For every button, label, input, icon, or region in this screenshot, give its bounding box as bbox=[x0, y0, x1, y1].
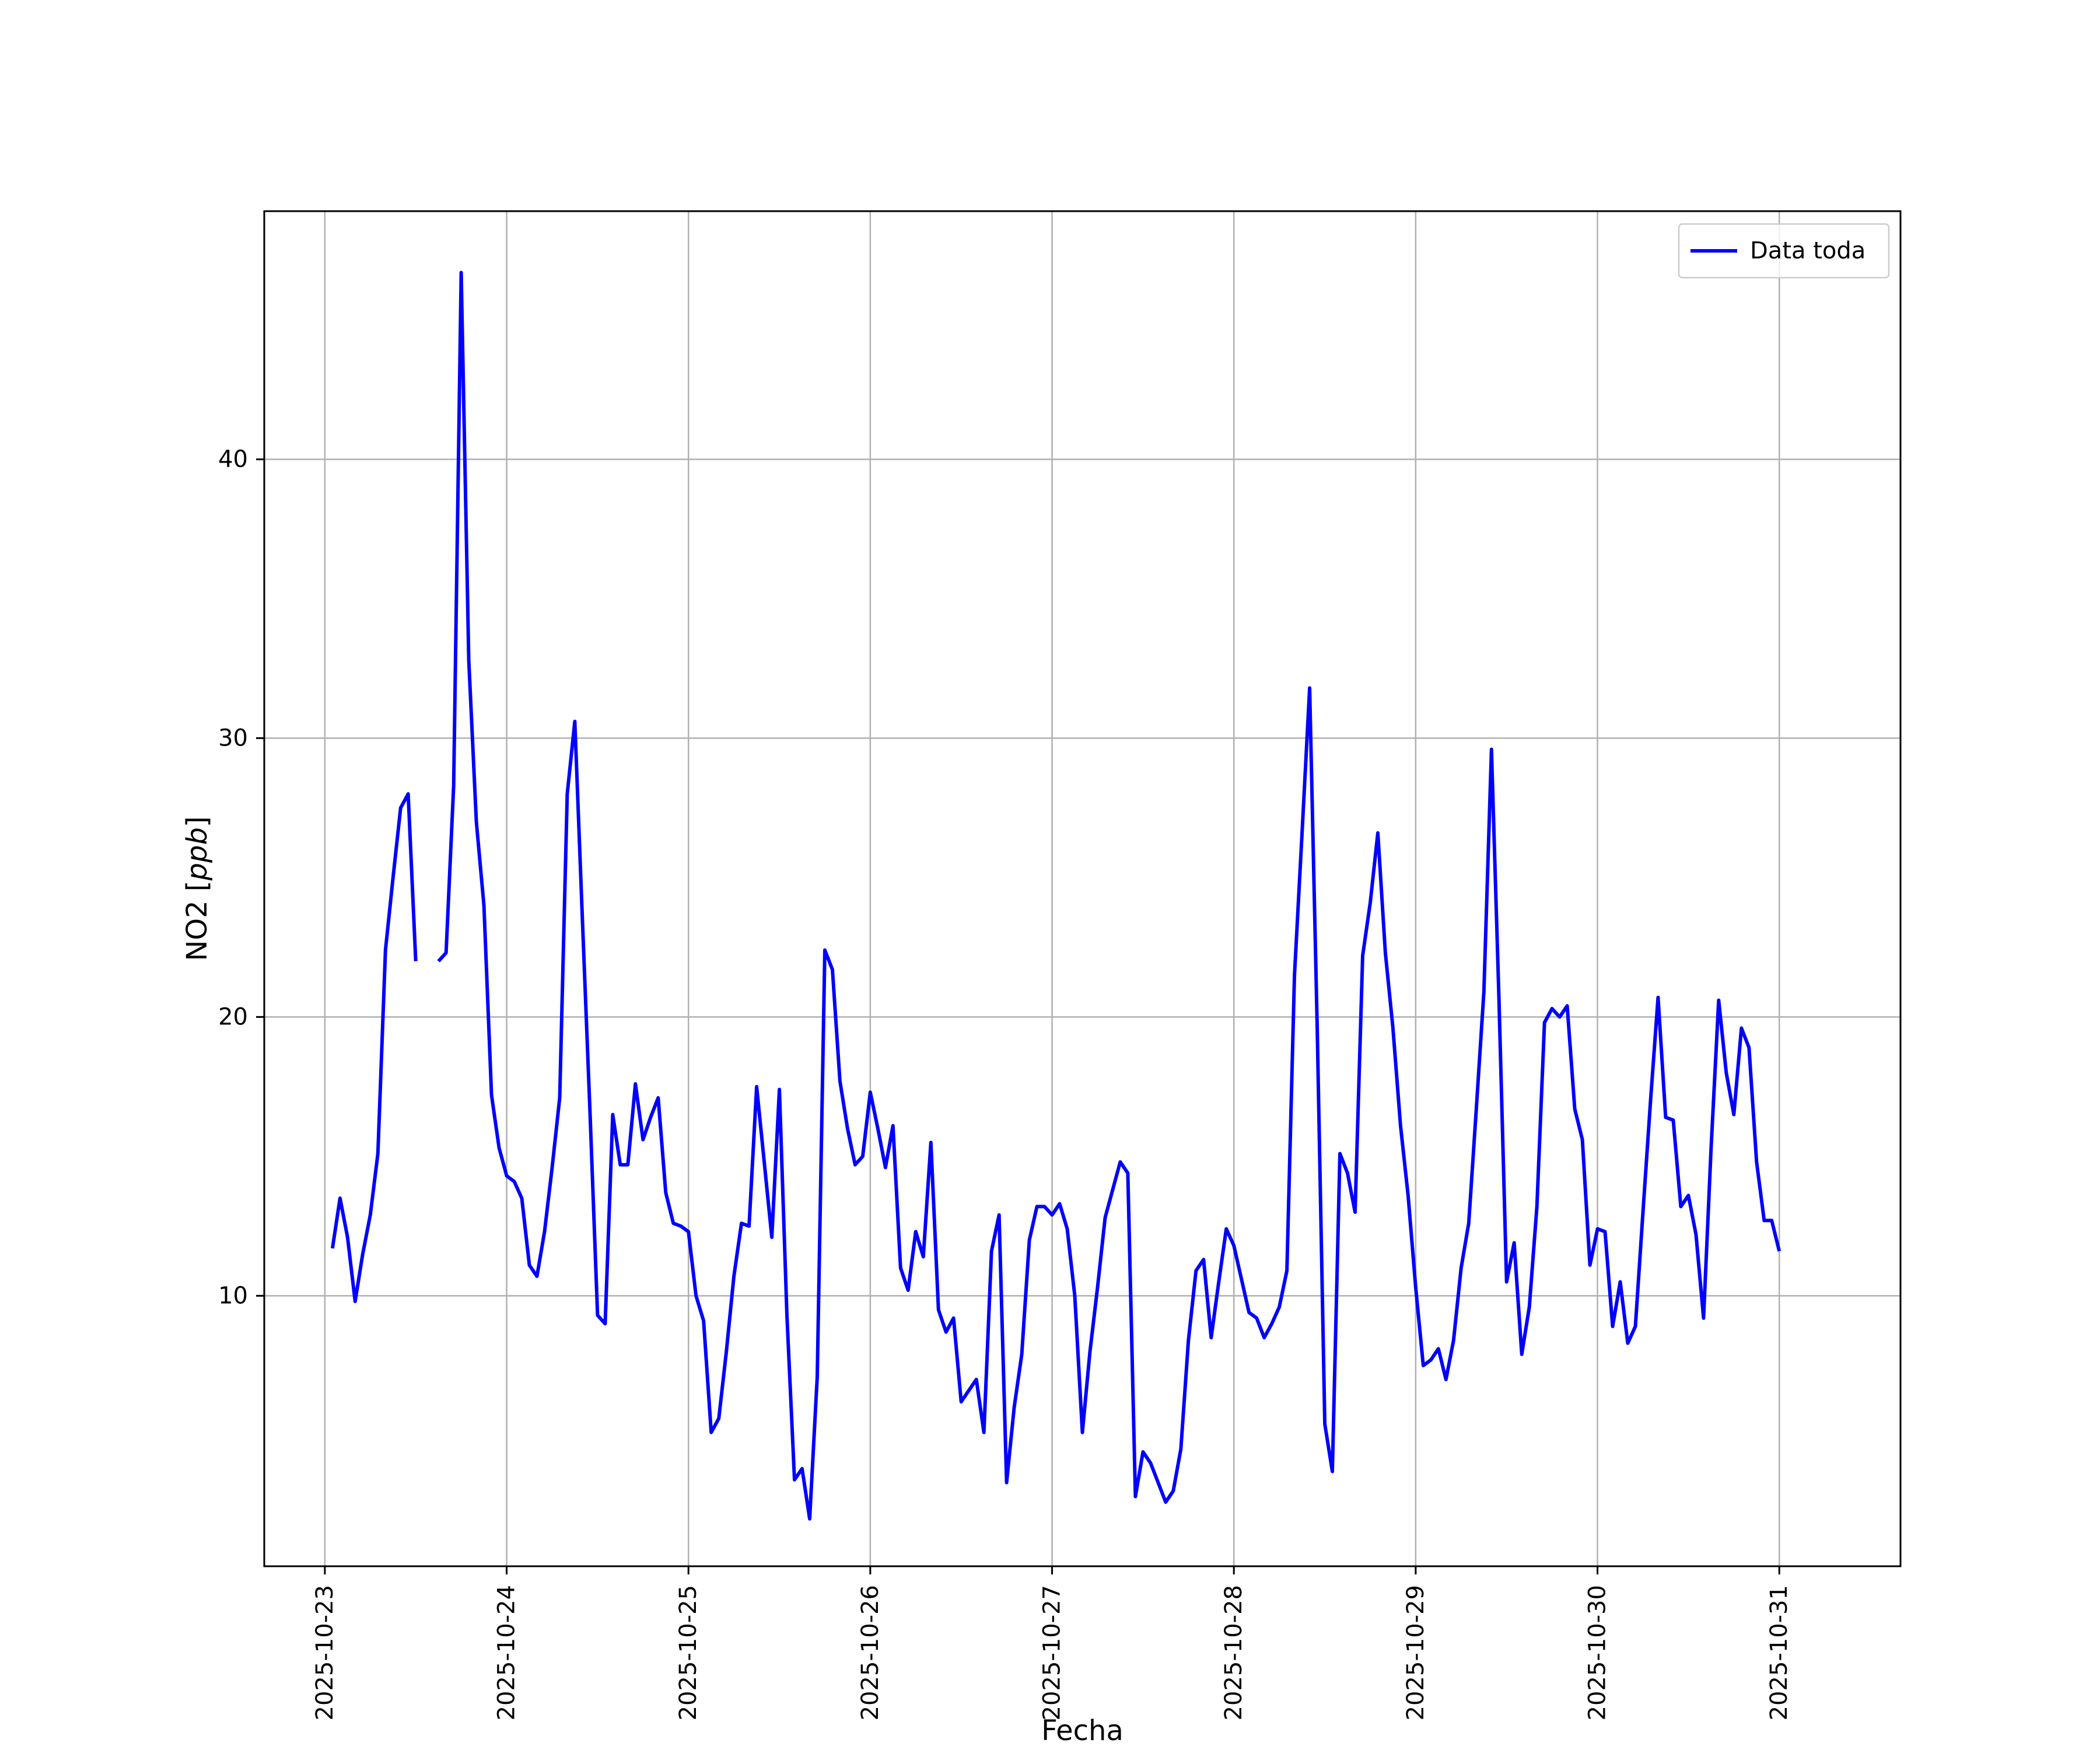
series-line-data-toda bbox=[330, 271, 1782, 1521]
y-tick-label: 40 bbox=[218, 446, 248, 473]
x-tick-label: 2025-10-24 bbox=[494, 1585, 520, 1720]
y-tick-label: 30 bbox=[218, 724, 248, 751]
x-tick-label: 2025-10-23 bbox=[312, 1585, 338, 1720]
series-layer bbox=[330, 271, 1782, 1521]
legend-box bbox=[1678, 223, 1890, 279]
x-axis-label: Fecha bbox=[1041, 1714, 1124, 1747]
legend-label-data-toda: Data toda bbox=[1750, 237, 1866, 264]
y-tick-label: 20 bbox=[218, 1003, 248, 1030]
y-tick-label: 10 bbox=[218, 1282, 248, 1309]
y-axis-label: NO2 [ppb] bbox=[181, 816, 214, 961]
y-axis-label-close: ] bbox=[181, 816, 214, 827]
x-tick-label: 2025-10-29 bbox=[1402, 1585, 1429, 1720]
y-axis-label-unit: ppb bbox=[181, 827, 214, 881]
plot-frame bbox=[263, 210, 1902, 1567]
axis-ticks: 2025-10-23 2025-10-24 2025-10-25 2025-10-26… bbox=[218, 446, 1793, 1720]
x-tick-label: 2025-10-30 bbox=[1584, 1585, 1611, 1720]
x-tick-label: 2025-10-28 bbox=[1220, 1585, 1247, 1720]
y-axis-label-main: NO2 [ bbox=[181, 880, 214, 961]
x-tick-label: 2025-10-27 bbox=[1039, 1585, 1066, 1720]
x-tick-label: 2025-10-25 bbox=[675, 1585, 702, 1720]
x-tick-label: 2025-10-31 bbox=[1766, 1585, 1793, 1720]
legend: Data toda bbox=[1678, 223, 1890, 279]
grid-lines bbox=[264, 211, 1901, 1566]
x-tick-label: 2025-10-26 bbox=[857, 1585, 884, 1720]
